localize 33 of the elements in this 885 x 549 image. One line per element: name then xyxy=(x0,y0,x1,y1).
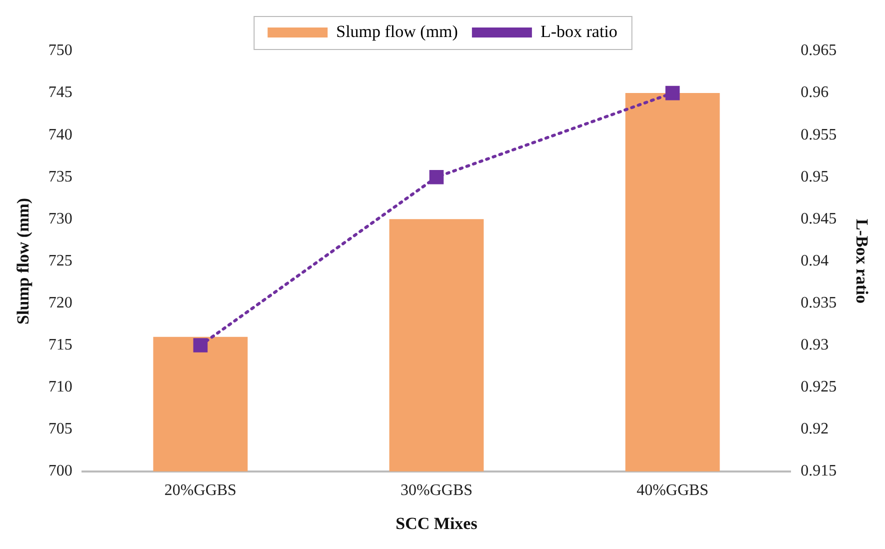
y2-tick-label: 0.93 xyxy=(800,336,829,354)
y-tick-label: 725 xyxy=(48,252,72,270)
x-tick-label: 20%GGBS xyxy=(164,482,236,500)
y2-tick-label: 0.925 xyxy=(800,378,837,396)
y-tick-label: 735 xyxy=(48,168,72,186)
y2-tick-label: 0.96 xyxy=(800,84,829,102)
y-tick-label: 720 xyxy=(48,294,72,312)
y-tick-label: 715 xyxy=(48,336,72,354)
y-axis-title: Slump flow (mm) xyxy=(14,198,33,324)
y-tick-label: 700 xyxy=(48,462,72,480)
y-tick-label: 745 xyxy=(48,84,72,102)
y2-tick-label: 0.965 xyxy=(800,42,837,60)
x-tick-label: 40%GGBS xyxy=(636,482,709,500)
y2-tick-label: 0.94 xyxy=(800,252,829,270)
x-tick-label: 30%GGBS xyxy=(400,482,473,500)
point xyxy=(193,338,208,352)
y-tick-label: 710 xyxy=(48,378,72,396)
y-tick-label: 705 xyxy=(48,420,72,438)
y2-tick-label: 0.955 xyxy=(800,126,837,144)
legend-label: L-box ratio xyxy=(540,22,618,41)
point xyxy=(429,170,444,184)
y2-tick-label: 0.945 xyxy=(800,210,837,228)
y-tick-label: 740 xyxy=(48,126,72,144)
y2-tick-label: 0.935 xyxy=(800,294,837,312)
y2-tick-label: 0.95 xyxy=(800,168,829,186)
y2-tick-label: 0.915 xyxy=(800,462,837,480)
point xyxy=(665,86,680,100)
legend-label: Slump flow (mm) xyxy=(336,22,458,41)
y-tick-label: 750 xyxy=(48,42,72,60)
y2-axis-title: L-Box ratio xyxy=(852,218,872,304)
y2-tick-label: 0.92 xyxy=(800,420,829,438)
x-axis-title: SCC Mixes xyxy=(396,514,478,534)
y-tick-label: 730 xyxy=(48,210,72,228)
